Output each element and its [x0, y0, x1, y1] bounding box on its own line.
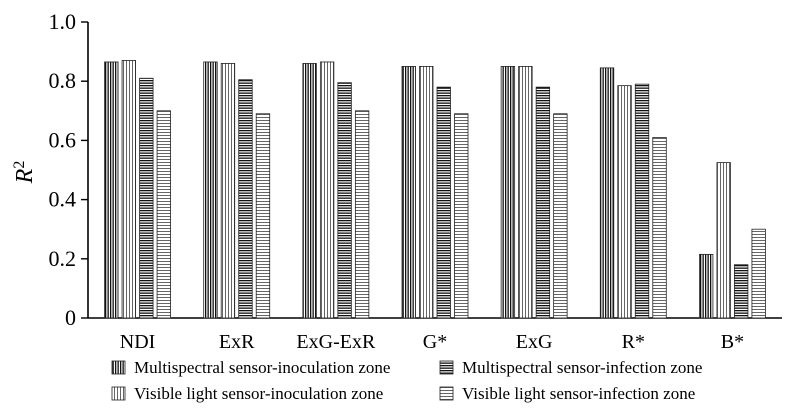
bar: [518, 66, 533, 319]
y-axis-label: R2: [11, 161, 38, 185]
bar: [401, 66, 416, 319]
bar: [634, 83, 650, 319]
bar: [751, 228, 766, 319]
x-category-label: NDI: [120, 331, 156, 353]
y-tick-label: 0.6: [49, 127, 77, 152]
bar: [139, 77, 154, 319]
y-tick-label: 0.4: [49, 187, 77, 212]
x-category-label: B*: [721, 331, 744, 353]
plot-area: 0 0.2 0.4 0.6 0.8 1.0 NDI ExR ExG-ExR G* ExG R* B*: [49, 9, 782, 353]
bar: [553, 113, 568, 319]
legend-label: Multispectral sensor-inoculation zone: [134, 358, 390, 377]
y-tick-label: 0.8: [49, 68, 77, 93]
bar: [617, 85, 632, 319]
bar: [652, 137, 667, 319]
bar: [255, 113, 271, 319]
y-axis-label-superscript: 2: [11, 161, 28, 169]
legend-label: Visible light sensor-infection zone: [462, 384, 695, 403]
x-category-label: ExR: [219, 331, 255, 353]
bar: [302, 63, 317, 319]
bar: [104, 61, 119, 319]
bar: [354, 110, 370, 319]
bar: [716, 162, 731, 319]
bar: [337, 82, 352, 319]
bar: [319, 61, 335, 319]
legend-swatch: [439, 360, 454, 375]
bar: [156, 110, 171, 319]
bar: [699, 253, 714, 319]
bar: [599, 67, 615, 319]
bar: [734, 264, 749, 319]
legend: Multispectral sensor-inoculation zone Vis…: [111, 358, 702, 403]
legend-swatch: [111, 386, 126, 401]
bar: [535, 86, 551, 319]
legend-label: Multispectral sensor-infection zone: [462, 358, 702, 377]
y-tick-label: 1.0: [49, 9, 77, 34]
bar: [238, 79, 253, 319]
bar: [220, 63, 236, 319]
bar: [419, 66, 434, 319]
y-tick-label: 0: [65, 305, 76, 330]
bar: [500, 66, 516, 319]
bar: [121, 60, 136, 319]
bar: [436, 86, 451, 319]
x-category-label: ExG: [516, 331, 553, 353]
y-tick-label: 0.2: [49, 246, 77, 271]
bar: [203, 61, 218, 319]
legend-swatch: [439, 386, 454, 401]
x-category-label: G*: [423, 331, 447, 353]
bar: [454, 113, 469, 319]
x-category-label: R*: [622, 331, 645, 353]
legend-label: Visible light sensor-inoculation zone: [134, 384, 383, 403]
legend-swatch: [111, 360, 126, 375]
x-category-label: ExG-ExR: [296, 331, 376, 353]
